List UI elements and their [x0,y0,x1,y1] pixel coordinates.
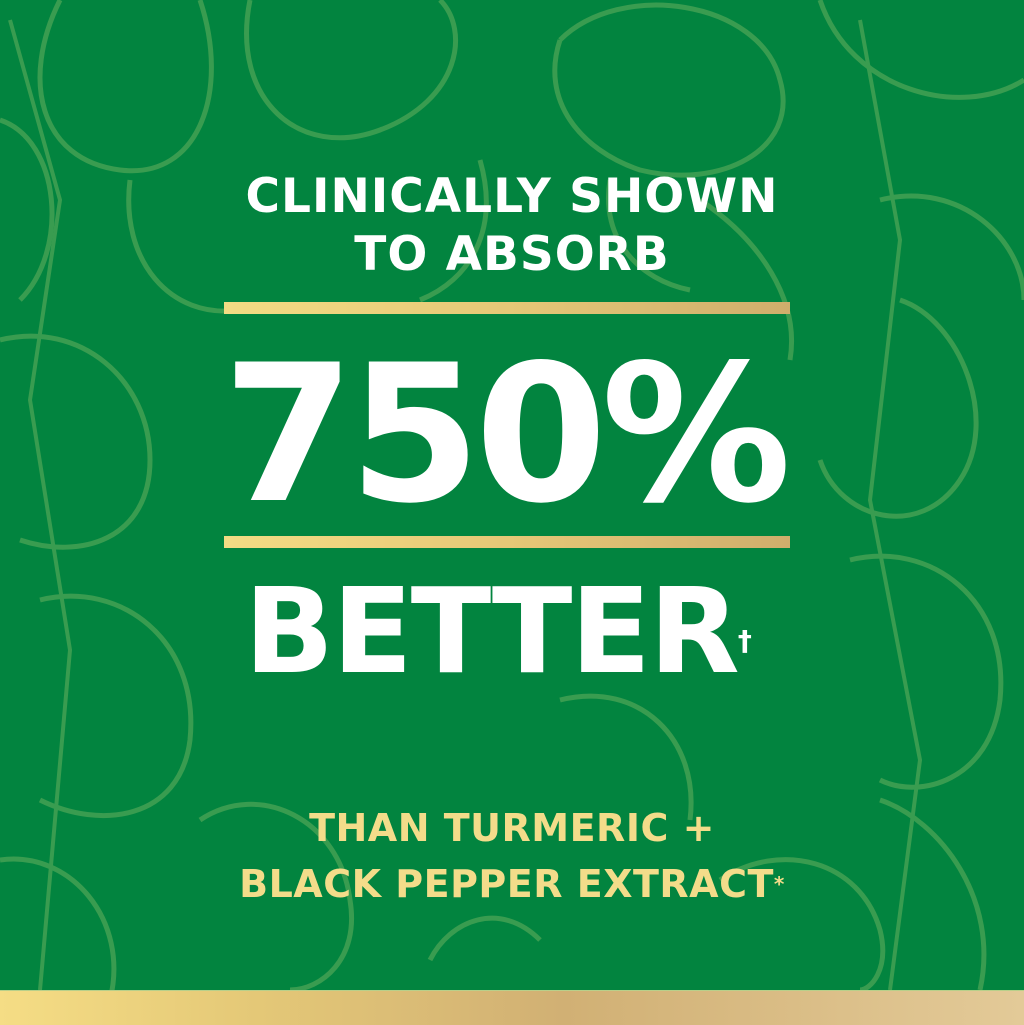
stat-label-text: BETTER [244,562,740,700]
asterisk-footnote-mark: * [773,872,785,896]
headline-line-2: TO ABSORB [354,227,670,282]
comparison-line-1: THAN TURMERIC + [309,806,715,850]
comparison-text: THAN TURMERIC + BLACK PEPPER EXTRACT* [0,800,1024,912]
gold-divider-top [224,302,790,314]
stat-label: BETTER† [0,572,1010,690]
comparison-line-2: BLACK PEPPER EXTRACT [239,862,774,906]
comparison-line-2-wrap: BLACK PEPPER EXTRACT* [0,856,1024,912]
stat-value: 750% [222,324,792,545]
gold-footer-band [0,990,1024,1025]
dagger-footnote-mark: † [737,624,752,657]
headline-line-1: CLINICALLY SHOWN [245,169,779,224]
headline: CLINICALLY SHOWN TO ABSORB [0,168,1024,284]
gold-divider-bottom [224,536,790,548]
